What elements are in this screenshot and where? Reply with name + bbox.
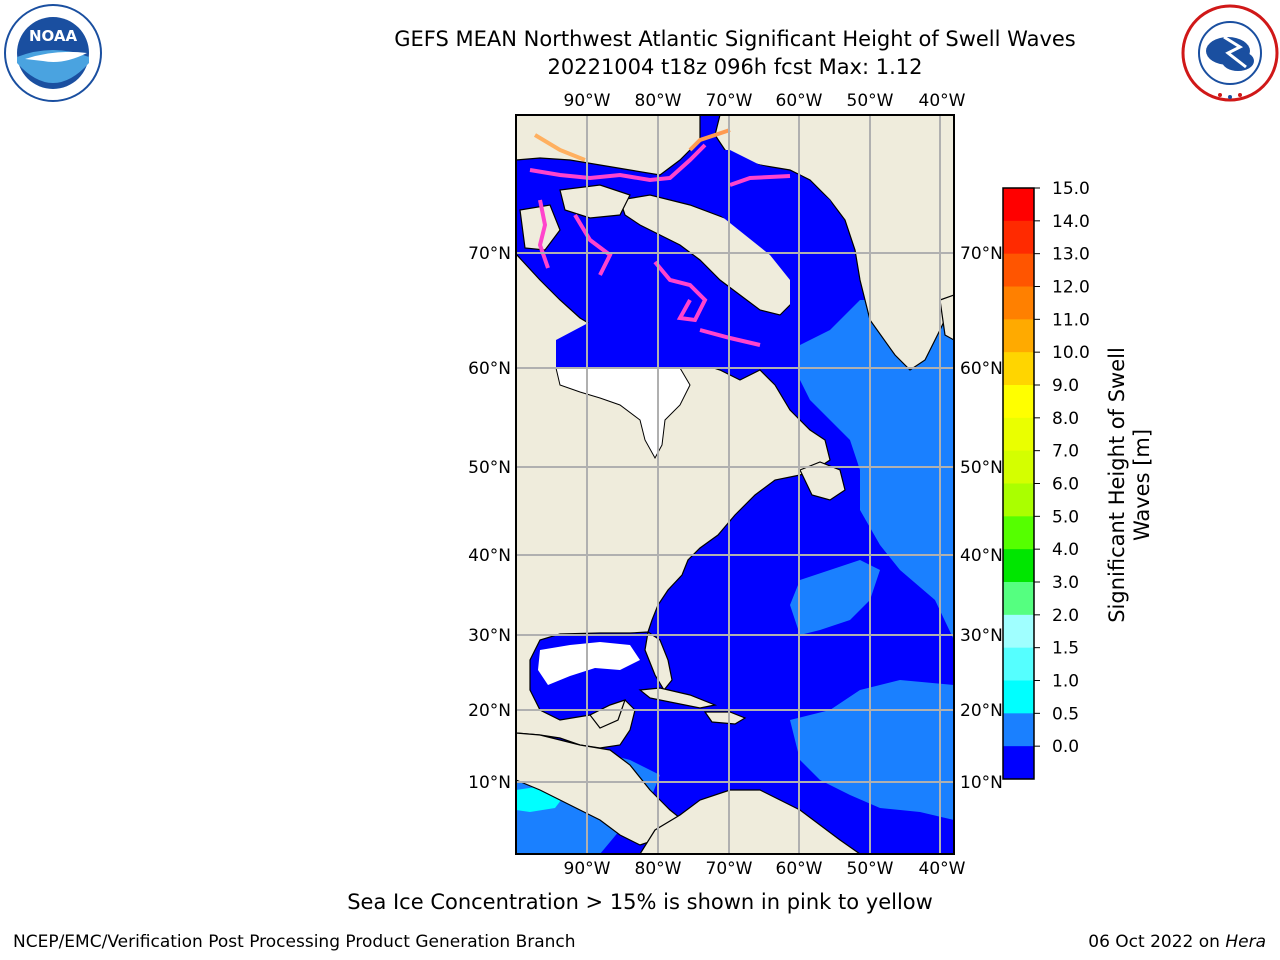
colorbar-tick-label: 15.0 [1052, 179, 1090, 199]
lat-label-right: 60°N [960, 359, 1003, 379]
lat-label-right: 70°N [960, 244, 1003, 264]
colorbar-tick-label: 3.0 [1052, 573, 1079, 593]
colorbar-segment [1003, 713, 1034, 747]
sea-ice-note: Sea Ice Concentration > 15% is shown in … [347, 890, 933, 914]
colorbar-tick-label: 5.0 [1052, 507, 1079, 527]
host-name: Hera [1225, 932, 1266, 952]
run-date-credit: 06 Oct 2022 on Hera [1088, 932, 1266, 952]
land-masses [516, 115, 954, 854]
colorbar-tick-label: 1.0 [1052, 672, 1079, 692]
colorbar-tick-label: 2.0 [1052, 606, 1079, 626]
producer-credit: NCEP/EMC/Verification Post Processing Pr… [13, 932, 576, 952]
colorbar-segment [1003, 417, 1034, 452]
lat-label-right: 20°N [960, 701, 1003, 721]
lon-label-bottom: 40°W [919, 859, 966, 879]
colorbar-segment [1003, 647, 1034, 681]
lon-label-top: 50°W [847, 91, 894, 111]
colorbar-segment [1003, 483, 1034, 517]
colorbar-segment [1003, 385, 1034, 419]
lon-label-bottom: 80°W [635, 859, 682, 879]
colorbar-tick-label: 13.0 [1052, 245, 1090, 265]
colorbar-tick-label: 10.0 [1052, 343, 1090, 363]
nws-logo [1181, 4, 1279, 102]
lon-label-top: 80°W [635, 91, 682, 111]
colorbar-segment [1003, 450, 1034, 484]
lon-label-bottom: 50°W [847, 859, 894, 879]
colorbar-segment [1003, 680, 1034, 714]
hudson-bay-no-data [555, 367, 691, 460]
lon-label-bottom: 90°W [564, 859, 611, 879]
lat-label-left: 30°N [468, 626, 511, 646]
colorbar-segment [1003, 582, 1034, 616]
graticule [516, 115, 954, 854]
colorbar-ticks: 15.0 14.0 13.0 12.0 11.0 10.0 9.0 8.0 7.0 6.0 5.0 4… [1034, 179, 1090, 757]
lon-label-top: 60°W [776, 91, 823, 111]
colorbar [1003, 188, 1034, 780]
colorbar-segment [1003, 319, 1034, 353]
colorbar-tick-label: 0.5 [1052, 704, 1079, 724]
lon-label-top: 70°W [706, 91, 753, 111]
colorbar-tick-label: 8.0 [1052, 409, 1079, 429]
colorbar-segment [1003, 253, 1034, 287]
colorbar-tick-label: 4.0 [1052, 540, 1079, 560]
noaa-logo: NOAA [4, 4, 102, 102]
chart-title: GEFS MEAN Northwest Atlantic Significant… [394, 27, 1076, 51]
lon-label-bottom: 70°W [706, 859, 753, 879]
lat-label-left: 70°N [468, 244, 511, 264]
colorbar-title-units: Waves [m] [1130, 429, 1154, 541]
lat-label-right: 50°N [960, 458, 1003, 478]
colorbar-title: Significant Height of Swell [1105, 347, 1129, 623]
lat-label-right: 10°N [960, 773, 1003, 793]
lat-label-left: 10°N [468, 773, 511, 793]
colorbar-tick-label: 7.0 [1052, 442, 1079, 462]
colorbar-segment [1003, 746, 1034, 780]
map-frame [515, 114, 955, 855]
colorbar-tick-label: 11.0 [1052, 310, 1090, 330]
noaa-logo-text: NOAA [29, 27, 78, 45]
colorbar-tick-label: 12.0 [1052, 278, 1090, 298]
colorbar-segment [1003, 286, 1034, 320]
lat-label-left: 40°N [468, 546, 511, 566]
lat-label-right: 40°N [960, 546, 1003, 566]
gulf-no-data-patch [538, 642, 640, 685]
chart-subtitle: 20221004 t18z 096h fcst Max: 1.12 [547, 55, 923, 79]
lon-label-top: 90°W [564, 91, 611, 111]
colorbar-tick-label: 9.0 [1052, 376, 1079, 396]
lat-label-left: 60°N [468, 359, 511, 379]
lat-label-left: 20°N [468, 701, 511, 721]
lat-label-left: 50°N [468, 458, 511, 478]
colorbar-segment [1003, 549, 1034, 583]
colorbar-tick-label: 6.0 [1052, 475, 1079, 495]
colorbar-segment [1003, 188, 1034, 222]
colorbar-segment [1003, 352, 1034, 386]
colorbar-segment [1003, 614, 1034, 649]
colorbar-tick-label: 1.5 [1052, 639, 1079, 659]
lon-label-top: 40°W [919, 91, 966, 111]
run-date: 06 Oct 2022 on [1088, 932, 1226, 952]
colorbar-tick-label: 0.0 [1052, 737, 1079, 757]
lon-label-bottom: 60°W [776, 859, 823, 879]
lat-label-right: 30°N [960, 626, 1003, 646]
colorbar-tick-label: 14.0 [1052, 212, 1090, 232]
colorbar-frame [1002, 187, 1035, 780]
colorbar-segment [1003, 516, 1034, 550]
colorbar-segment [1003, 220, 1034, 255]
